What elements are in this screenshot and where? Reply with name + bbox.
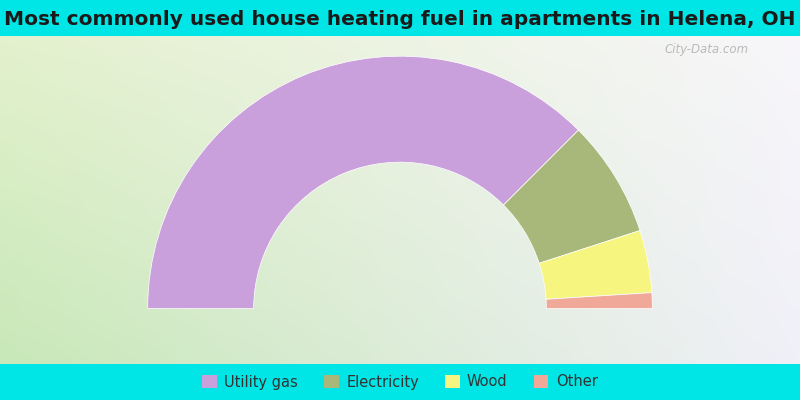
Wedge shape <box>539 230 652 299</box>
Text: Most commonly used house heating fuel in apartments in Helena, OH: Most commonly used house heating fuel in… <box>4 10 796 29</box>
Wedge shape <box>148 56 578 308</box>
Wedge shape <box>503 130 640 263</box>
Legend: Utility gas, Electricity, Wood, Other: Utility gas, Electricity, Wood, Other <box>197 369 603 395</box>
Text: City-Data.com: City-Data.com <box>664 42 748 56</box>
Wedge shape <box>546 293 652 308</box>
